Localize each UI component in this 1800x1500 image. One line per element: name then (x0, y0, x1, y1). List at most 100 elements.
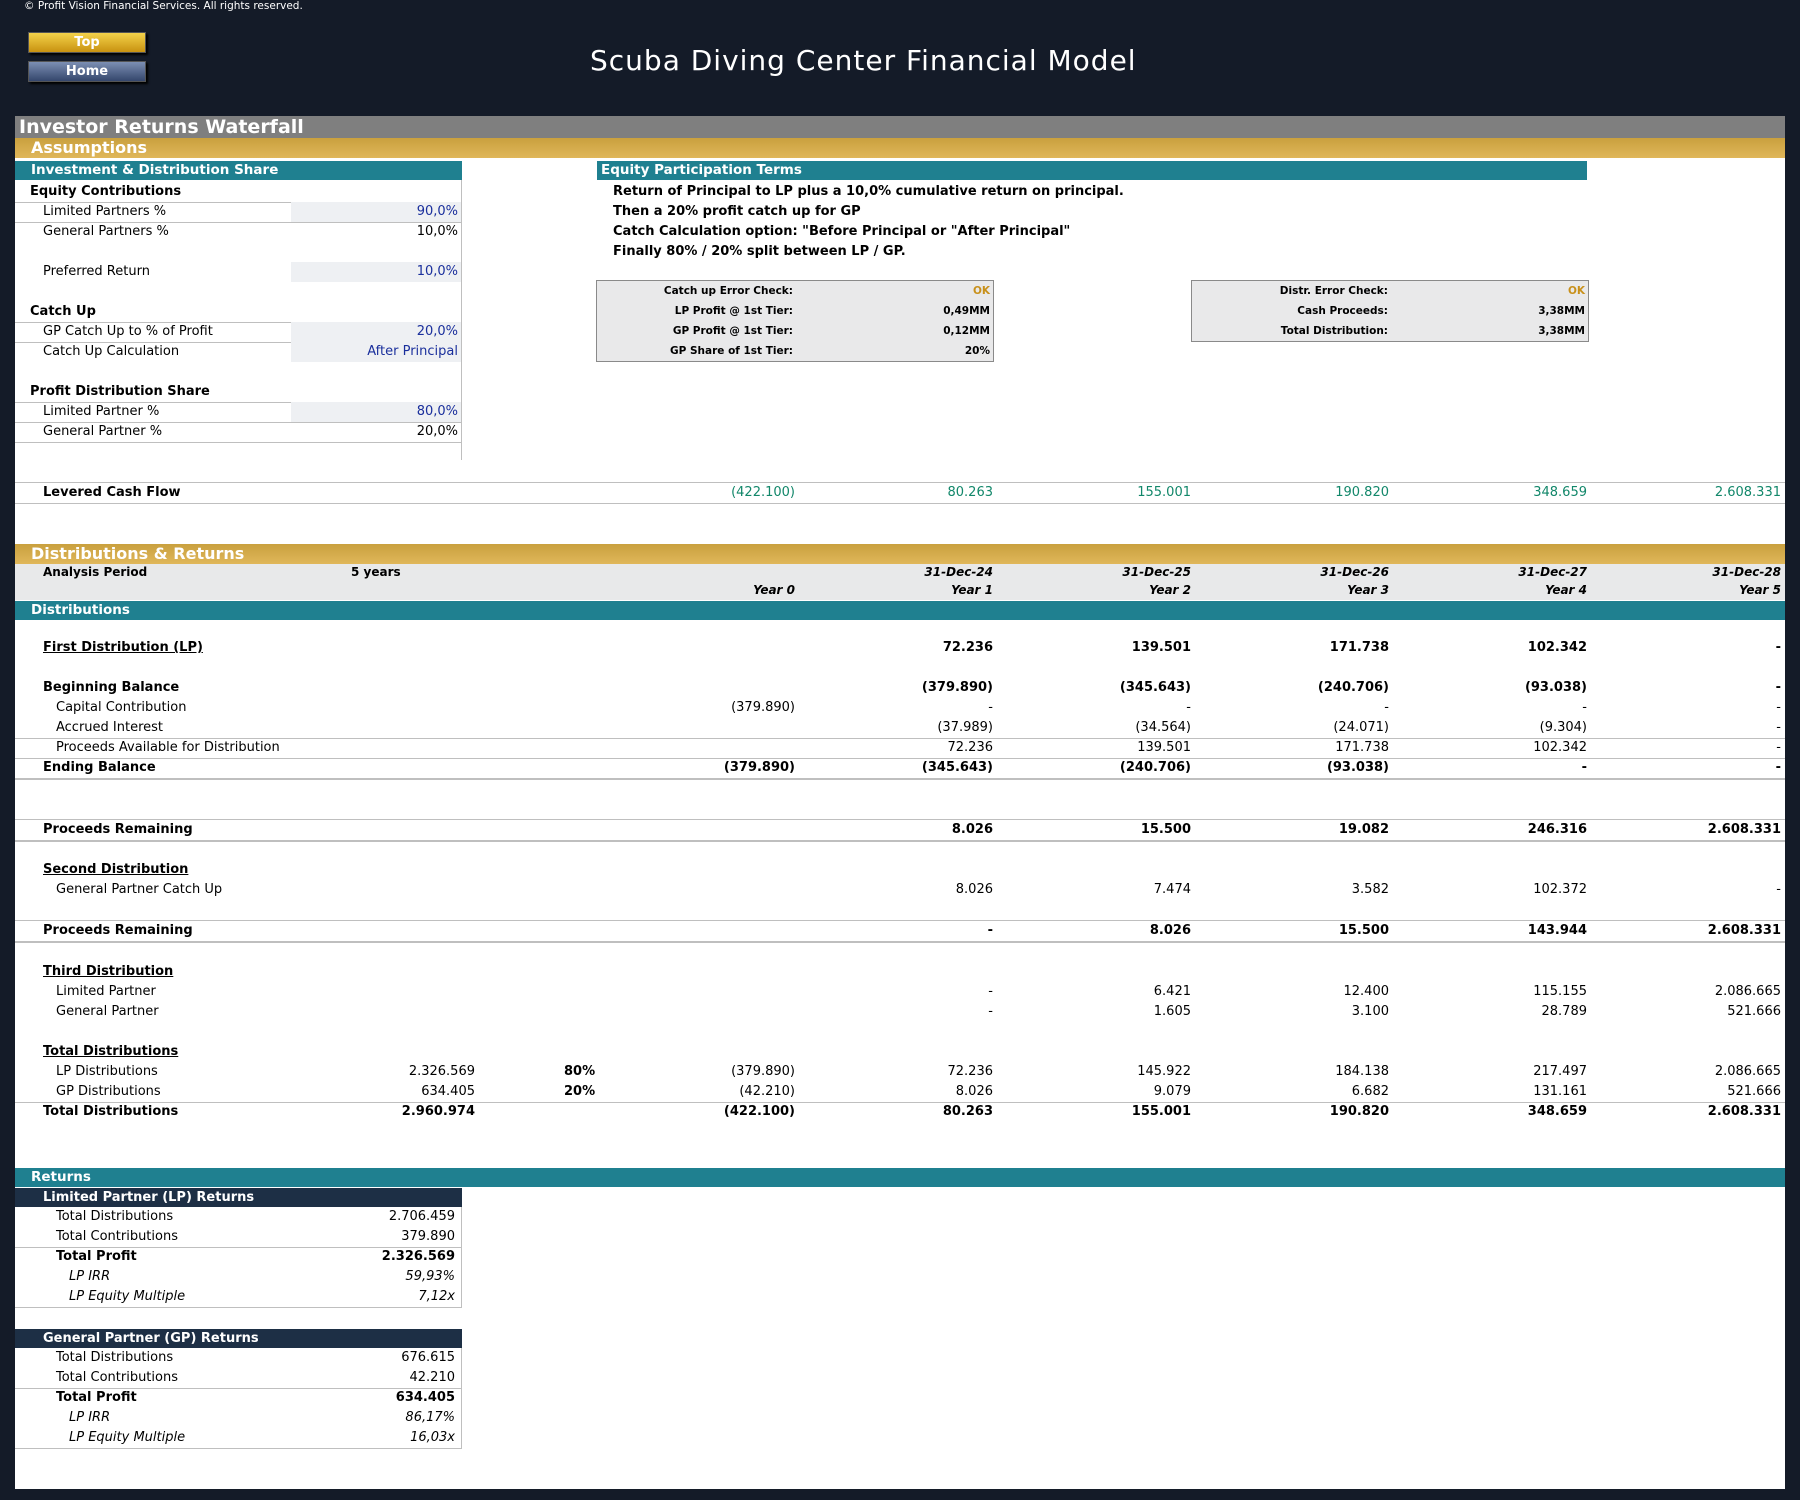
row-label: Beginning Balance (43, 680, 180, 695)
row-total: 2.326.569 (408, 1064, 475, 1079)
returns-value: 7,12x (418, 1289, 455, 1304)
lp-percent-input[interactable]: 90,0% (291, 202, 461, 222)
gp-percent-label: General Partners % (43, 224, 169, 239)
row-value: - (1776, 740, 1781, 755)
gp-returns-header: General Partner (GP) Returns (15, 1329, 462, 1348)
check-label: GP Profit @ 1st Tier: (672, 325, 793, 337)
profit-gp-label: General Partner % (43, 424, 163, 439)
profit-lp-input[interactable]: 80,0% (291, 402, 461, 422)
returns-value: 2.326.569 (381, 1249, 455, 1264)
row-value: 3.100 (1351, 1004, 1389, 1019)
row-label: Total Distributions (43, 1104, 179, 1119)
preferred-return-input[interactable]: 10,0% (291, 262, 461, 282)
row-value: (240.706) (1119, 760, 1191, 775)
period-date: 31-Dec-25 (1122, 565, 1191, 579)
row-value: 8.026 (955, 1084, 993, 1099)
row-value: 2.608.331 (1707, 822, 1781, 837)
returns-value: 86,17% (405, 1410, 455, 1425)
row-acc: Accrued Interest (37.989) (34.564) (24.071)… (15, 718, 1785, 738)
distribution-check-box: Distr. Error Check: OK Cash Proceeds: 3,38… (1191, 280, 1589, 342)
row-value: (93.038) (1524, 680, 1587, 695)
row-label: Total Distributions (43, 1044, 179, 1059)
returns-row: Total Contributions 42.210 (15, 1368, 462, 1388)
row-value: (345.643) (1119, 680, 1191, 695)
row-value: 15.500 (1140, 822, 1191, 837)
period-year: Year 3 (1347, 583, 1389, 597)
home-button[interactable]: Home (28, 61, 146, 82)
row-value: 6.421 (1153, 984, 1191, 999)
preferred-return-label: Preferred Return (43, 264, 150, 279)
row-value: 131.161 (1533, 1084, 1587, 1099)
row-label: LP Distributions (56, 1064, 158, 1079)
terms-line-1: Return of Principal to LP plus a 10,0% c… (613, 184, 1124, 199)
row-value: - (1776, 720, 1781, 735)
assumptions-header: Assumptions (15, 138, 1785, 158)
row-value: (379.890) (731, 700, 795, 715)
returns-label: LP Equity Multiple (69, 1430, 186, 1445)
period-date: 31-Dec-26 (1320, 565, 1389, 579)
row-value: - (1186, 700, 1191, 715)
top-button[interactable]: Top (28, 32, 146, 53)
check-value: 20% (964, 345, 990, 357)
row-value: (37.989) (937, 720, 993, 735)
period-year: Year 5 (1739, 583, 1781, 597)
worksheet: Investor Returns Waterfall Assumptions I… (15, 116, 1785, 1489)
row-value: (9.304) (1539, 720, 1587, 735)
row-value: 143.944 (1527, 923, 1587, 938)
lcf-value: 190.820 (1335, 485, 1389, 500)
terms-line-3: Catch Calculation option: "Before Princi… (613, 224, 1071, 239)
profit-lp-label: Limited Partner % (43, 404, 160, 419)
period-date: 31-Dec-28 (1712, 565, 1781, 579)
row-value: 6.682 (1351, 1084, 1389, 1099)
row-value: 2.608.331 (1707, 1104, 1781, 1119)
row-tgp: General Partner - 1.605 3.100 28.789 521.666 (15, 1002, 1785, 1022)
row-value: 2.608.331 (1707, 923, 1781, 938)
row-value: (379.890) (723, 760, 795, 775)
analysis-period-label: Analysis Period (43, 565, 148, 579)
row-value: (422.100) (723, 1104, 795, 1119)
catch-up-pct-input[interactable]: 20,0% (291, 322, 461, 342)
check-value: OK (972, 285, 990, 297)
row-value: 521.666 (1727, 1084, 1781, 1099)
catch-up-calc-select[interactable]: After Principal (291, 342, 461, 362)
row-value: 72.236 (947, 740, 994, 755)
catch-up-pct-row: GP Catch Up to % of Profit 20,0% (15, 322, 462, 342)
row-value: 2.086.665 (1714, 1064, 1781, 1079)
returns-label: LP IRR (69, 1269, 111, 1284)
lcf-value: 2.608.331 (1714, 485, 1781, 500)
row-value: 145.922 (1137, 1064, 1191, 1079)
period-year: Year 0 (753, 583, 795, 597)
row-value: 72.236 (942, 640, 993, 655)
row-value: 72.236 (947, 1064, 994, 1079)
row-value: 1.605 (1153, 1004, 1191, 1019)
row-value: 171.738 (1335, 740, 1389, 755)
period-year: Year 2 (1149, 583, 1191, 597)
returns-row: Total Distributions 676.615 (15, 1348, 462, 1368)
row-value: 28.789 (1541, 1004, 1588, 1019)
row-value: 2.086.665 (1714, 984, 1781, 999)
row-label: General Partner (56, 1004, 159, 1019)
period-year: Year 4 (1545, 583, 1587, 597)
row-value: 19.082 (1338, 822, 1389, 837)
row-value: 12.400 (1343, 984, 1390, 999)
catch-up-check-box: Catch up Error Check: OK LP Profit @ 1st … (596, 280, 994, 362)
returns-row: LP Equity Multiple 7,12x (15, 1287, 462, 1307)
catch-up-pct-label: GP Catch Up to % of Profit (43, 324, 213, 339)
row-value: - (988, 1004, 993, 1019)
row-beg: Beginning Balance (379.890) (345.643) (240.… (15, 678, 1785, 698)
returns-row: Total Profit 2.326.569 (15, 1247, 462, 1267)
lp-percent-label: Limited Partners % (43, 204, 167, 219)
gp-percent-row: General Partners % 10,0% (15, 222, 462, 242)
row-label: Proceeds Remaining (43, 923, 193, 938)
returns-label: Total Distributions (56, 1209, 174, 1224)
lp-percent-row: Limited Partners % 90,0% (15, 202, 462, 222)
row-value: (379.890) (921, 680, 993, 695)
returns-value: 2.706.459 (388, 1209, 455, 1224)
check-label: Distr. Error Check: (1279, 285, 1388, 297)
row-value: 8.026 (951, 822, 993, 837)
row-value: (24.071) (1333, 720, 1389, 735)
check-label: LP Profit @ 1st Tier: (674, 305, 793, 317)
row-percent: 80% (564, 1064, 596, 1079)
row-rem1: Proceeds Remaining 8.026 15.500 19.082 246.3… (15, 820, 1785, 840)
row-label: Ending Balance (43, 760, 156, 775)
